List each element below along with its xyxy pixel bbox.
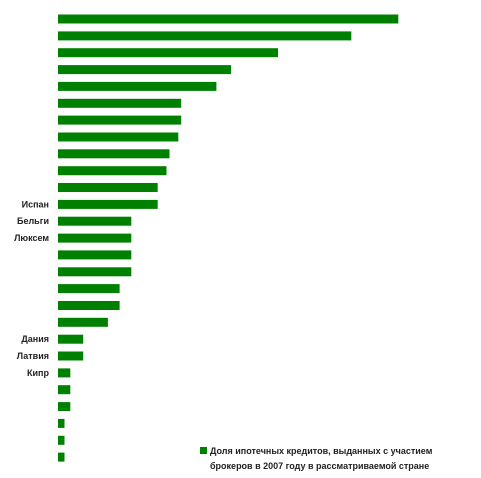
bar — [58, 334, 84, 344]
bar — [58, 199, 158, 209]
bar — [58, 301, 120, 310]
category-labels-group: Испан Бельги Люксем Дания Латвия Кипр — [14, 199, 49, 378]
bar — [58, 452, 65, 462]
bar — [58, 14, 399, 24]
bar — [58, 250, 132, 260]
bar — [58, 48, 278, 58]
bar — [58, 216, 132, 226]
bars-group — [58, 14, 399, 462]
legend-line-1: Доля ипотечных кредитов, выданных с учас… — [210, 446, 433, 456]
bar — [58, 418, 65, 428]
bar — [58, 149, 170, 159]
bar — [58, 267, 132, 277]
bar — [58, 183, 158, 192]
bar — [58, 65, 232, 75]
legend-swatch — [200, 447, 207, 454]
category-label: Люксем — [14, 233, 49, 243]
bar — [58, 435, 65, 445]
bar — [58, 317, 108, 327]
bar — [58, 385, 71, 395]
legend-line-2: брокеров в 2007 году в рассматриваемой с… — [210, 461, 430, 471]
bar — [58, 233, 132, 243]
category-label: Латвия — [17, 351, 49, 361]
bar — [58, 368, 71, 378]
bar — [58, 284, 120, 294]
bar — [58, 115, 182, 125]
legend: Доля ипотечных кредитов, выданных с учас… — [200, 444, 470, 474]
bar — [58, 132, 179, 142]
category-label: Дания — [21, 334, 49, 344]
category-label: Кипр — [27, 368, 49, 378]
category-label: Испан — [22, 199, 49, 209]
bar — [58, 98, 182, 108]
bar — [58, 402, 71, 412]
category-label: Бельги — [17, 216, 49, 226]
bar — [58, 351, 84, 361]
bar — [58, 31, 352, 41]
bar — [58, 166, 167, 176]
bar — [58, 81, 217, 91]
